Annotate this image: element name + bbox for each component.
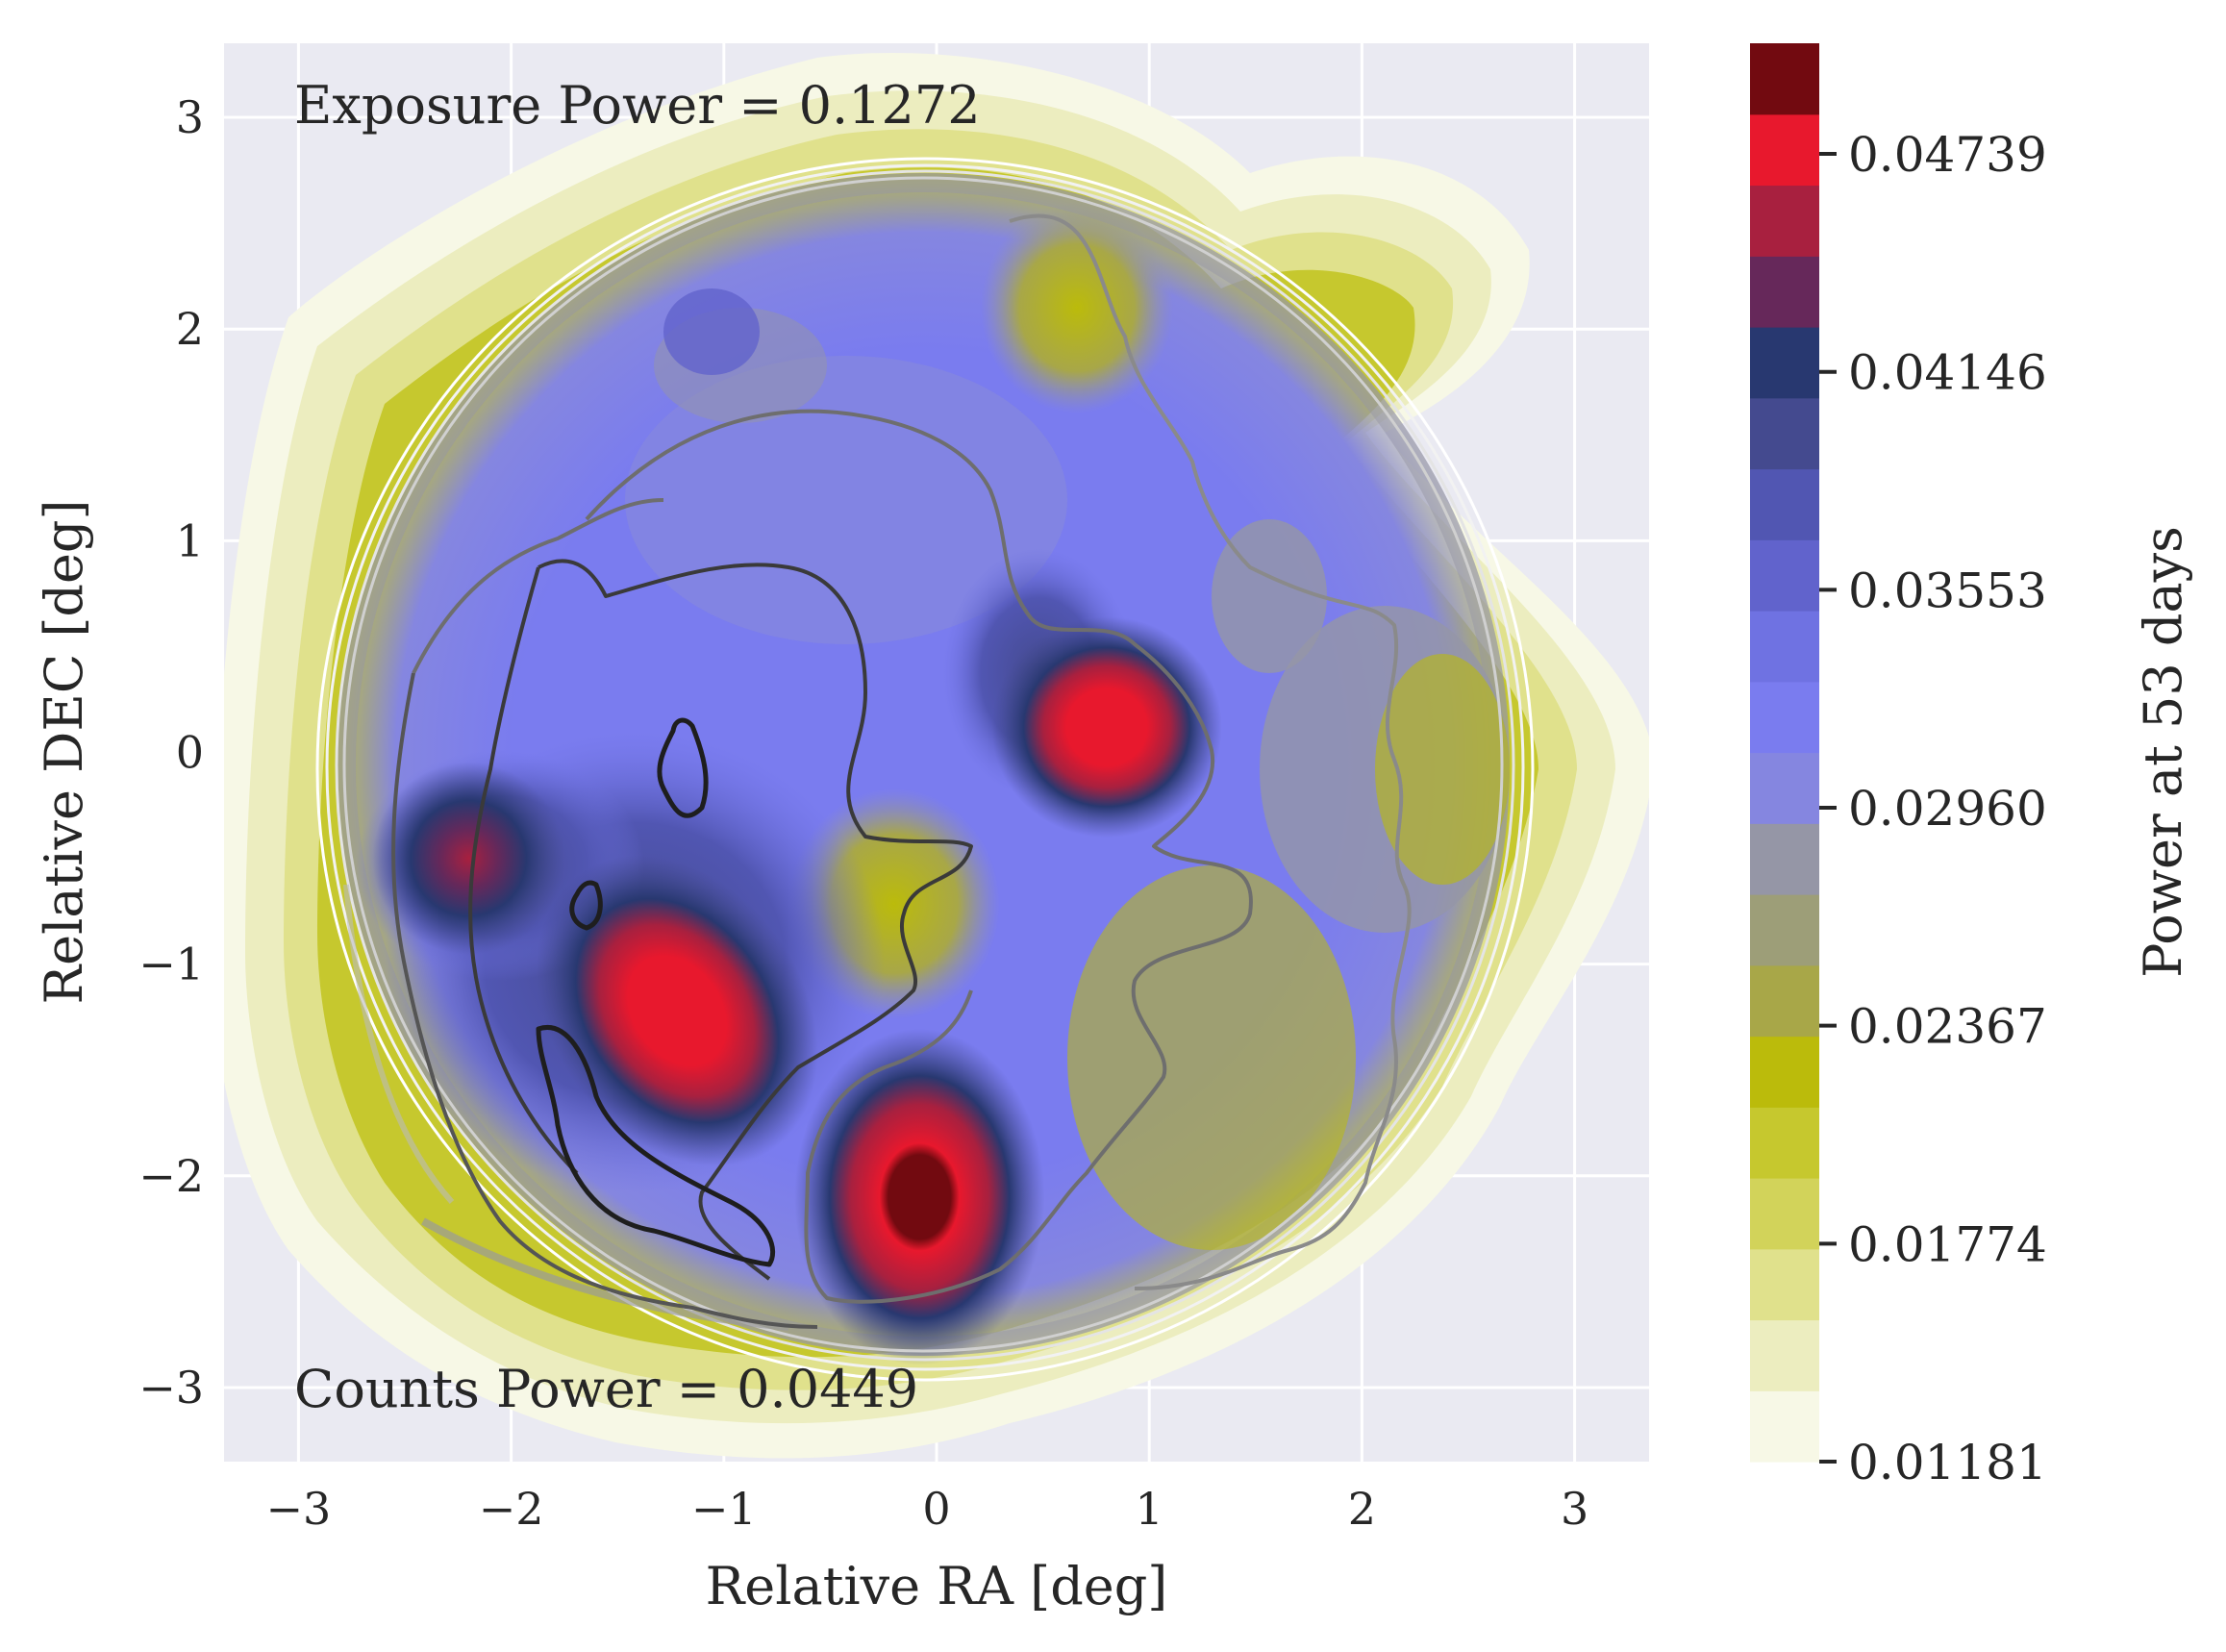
exposure-contours [315, 157, 1535, 1382]
colorbar-ticks: 0.01181 0.01774 0.02367 0.02960 0.03553 0.041… [1819, 127, 2047, 1490]
y-tick-labels: −3 −2 −1 0 1 2 3 [138, 91, 204, 1414]
colorbar-tick-label: 0.01181 [1848, 1435, 2047, 1490]
colorbar-level-15 [1750, 327, 1819, 399]
colorbar-level-7 [1750, 894, 1819, 966]
colorbar-level-12 [1750, 539, 1819, 612]
power-peak-0 [990, 616, 1222, 839]
colorbar-level-6 [1750, 964, 1819, 1038]
colorbar-tick-label: 0.02367 [1848, 999, 2047, 1055]
y-tick-label: 1 [176, 514, 204, 566]
x-tick-label: 1 [1136, 1483, 1163, 1535]
counts-contours [391, 213, 1412, 1329]
x-tick-label: −1 [691, 1483, 757, 1535]
power-peak-3 [372, 762, 565, 955]
y-tick-label: −1 [138, 939, 204, 990]
x-tick-label: 2 [1348, 1483, 1376, 1535]
colorbar-level-13 [1750, 468, 1819, 540]
x-tick-label: −2 [479, 1483, 544, 1535]
colorbar-tick-label: 0.04146 [1848, 345, 2047, 401]
colorbar-level-2 [1750, 1248, 1819, 1321]
colorbar-level-3 [1750, 1178, 1819, 1250]
colorbar-tick-label: 0.02960 [1848, 781, 2047, 837]
colorbar-tick-label: 0.03553 [1848, 563, 2047, 618]
x-tick-labels: −3 −2 −1 0 1 2 3 [266, 1483, 1589, 1535]
colorbar-level-8 [1750, 823, 1819, 895]
colorbar-level-19 [1750, 43, 1819, 115]
y-tick-label: 2 [176, 303, 204, 355]
x-tick-label: −3 [266, 1483, 332, 1535]
colorbar-level-11 [1750, 611, 1819, 683]
colorbar-level-16 [1750, 256, 1819, 328]
colorbar-level-5 [1750, 1036, 1819, 1108]
power-peak-1 [794, 1028, 1045, 1365]
exposure-power-annotation: Exposure Power = 0.1272 [294, 75, 981, 136]
colorbar-tick-label: 0.04739 [1848, 127, 2047, 183]
x-axis-label: Relative RA [deg] [706, 1556, 1168, 1616]
colorbar-level-10 [1750, 681, 1819, 754]
y-axis-label: Relative DEC [deg] [34, 499, 94, 1004]
colorbar-level-9 [1750, 752, 1819, 824]
colorbar-label: Power at 53 days [2133, 526, 2193, 978]
y-tick-label: −3 [138, 1362, 204, 1414]
counts-power-annotation: Counts Power = 0.0449 [294, 1359, 918, 1419]
x-tick-label: 0 [922, 1483, 950, 1535]
y-tick-label: 3 [176, 91, 204, 143]
power-peak-2 [536, 855, 818, 1166]
colorbar-level-18 [1750, 113, 1819, 187]
colorbar-level-1 [1750, 1319, 1819, 1391]
colorbar-tick-label: 0.01774 [1848, 1216, 2047, 1272]
y-tick-label: −2 [138, 1150, 204, 1202]
colorbar-level-0 [1750, 1390, 1819, 1463]
colorbar-level-4 [1750, 1107, 1819, 1179]
colorbar-level-17 [1750, 185, 1819, 257]
y-tick-label: 0 [176, 727, 204, 779]
x-tick-label: 3 [1561, 1483, 1588, 1535]
colorbar [1750, 43, 1819, 1463]
colorbar-level-14 [1750, 397, 1819, 470]
